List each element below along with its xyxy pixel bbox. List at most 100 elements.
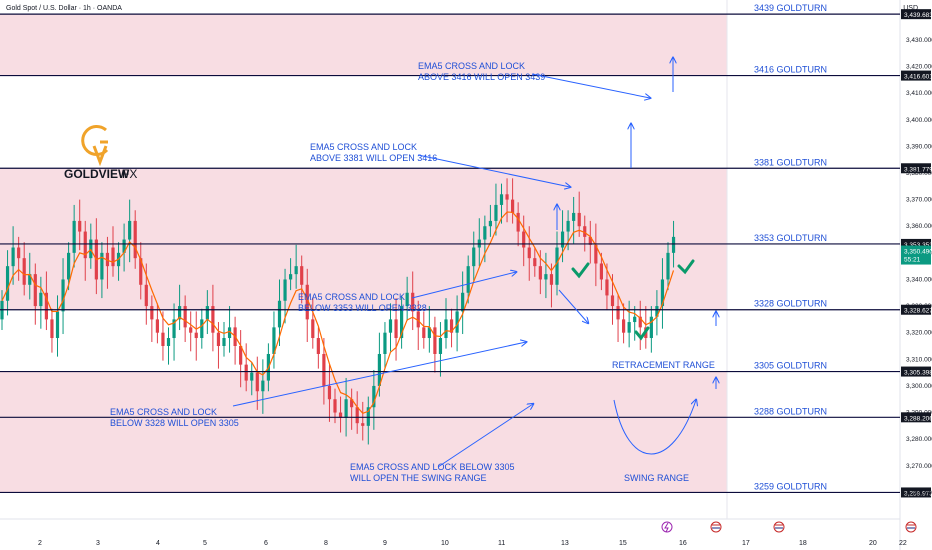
candle-body bbox=[438, 338, 443, 354]
annotation-line: EMA5 CROSS AND LOCK bbox=[110, 407, 217, 417]
annotation-ema-3381: EMA5 CROSS AND LOCK ABOVE 3381 WILL OPEN… bbox=[310, 142, 437, 163]
candle-body bbox=[166, 338, 171, 346]
candle-body bbox=[144, 284, 148, 307]
price-tick-label: 3,360.000 bbox=[906, 223, 932, 230]
candle-body bbox=[633, 316, 637, 323]
candle-body bbox=[311, 319, 315, 339]
candle-body bbox=[72, 220, 76, 253]
candle-body bbox=[616, 306, 620, 320]
price-tick-label: 3,430.000 bbox=[906, 37, 932, 44]
goldview-logo: GOLDVIEW FX bbox=[64, 125, 137, 181]
candle-body bbox=[139, 258, 143, 285]
candle-body bbox=[622, 319, 626, 333]
level-tag-bg bbox=[901, 9, 931, 20]
candle-body bbox=[316, 338, 320, 354]
candle-body bbox=[17, 247, 21, 259]
logo-brand: GOLDVIEW bbox=[64, 167, 130, 181]
candle-body bbox=[344, 399, 348, 418]
candle-body bbox=[83, 231, 87, 259]
candle-body bbox=[444, 319, 448, 339]
candle-body bbox=[538, 266, 542, 280]
time-tick-label: 13 bbox=[561, 540, 569, 547]
candle-body bbox=[449, 319, 454, 333]
candle-body bbox=[361, 423, 365, 426]
levels-layer: 3439 GOLDTURN 3,439.683 3416 GOLDTURN 3,416… bbox=[0, 3, 932, 498]
check-mark-icon bbox=[571, 262, 590, 279]
annotation-ema-3416: EMA5 CROSS AND LOCK ABOVE 3416 WILL OPEN… bbox=[418, 61, 545, 82]
candle-body bbox=[555, 247, 559, 285]
countdown-value: 55:21 bbox=[904, 257, 921, 264]
candle-body bbox=[300, 266, 304, 285]
candle-body bbox=[366, 407, 370, 426]
candle-body bbox=[289, 274, 293, 280]
price-tick-label: 3,390.000 bbox=[906, 143, 932, 150]
candle-body bbox=[627, 322, 631, 333]
candle-body bbox=[400, 306, 404, 339]
annotation-line: BELOW 3328 WILL OPEN 3305 bbox=[110, 418, 239, 428]
ema5-line bbox=[1, 211, 675, 415]
time-tick-label: 8 bbox=[324, 540, 328, 547]
chart-title: Gold Spot / U.S. Dollar · 1h · OANDA bbox=[6, 5, 122, 12]
candle-body bbox=[244, 364, 248, 381]
candle-body bbox=[33, 274, 37, 307]
candle-body bbox=[205, 306, 209, 320]
us-flag-event-icon[interactable] bbox=[773, 521, 785, 533]
candle-body bbox=[305, 284, 309, 320]
currency-label: USD bbox=[903, 5, 918, 12]
level-label: 3381 GOLDTURN bbox=[754, 157, 827, 167]
candle-body bbox=[649, 316, 653, 339]
candle-body bbox=[411, 292, 415, 312]
candle-body bbox=[261, 380, 265, 392]
time-axis[interactable]: 2 3 4 5 6 8 9 10 11 13 15 16 17 18 20 22 bbox=[38, 540, 907, 547]
us-flag-event-icon[interactable] bbox=[710, 521, 722, 533]
candle-body bbox=[394, 319, 398, 339]
arrow-3381-to-3416 bbox=[417, 154, 570, 187]
level-label: 3353 GOLDTURN bbox=[754, 233, 827, 243]
annotation-ema-3328: EMA5 CROSS AND LOCK BELOW 3328 WILL OPEN… bbox=[110, 407, 239, 428]
candle-body bbox=[50, 319, 54, 339]
price-tick-label: 3,370.000 bbox=[906, 197, 932, 204]
candle-body bbox=[61, 279, 65, 312]
candle-body bbox=[511, 199, 515, 213]
price-tick-label: 3,410.000 bbox=[906, 90, 932, 97]
candle-body bbox=[560, 231, 565, 248]
level-label: 3439 GOLDTURN bbox=[754, 3, 827, 13]
candle-body bbox=[583, 226, 587, 237]
time-tick-label: 15 bbox=[619, 540, 627, 547]
candle-body bbox=[216, 332, 221, 346]
candle-body bbox=[594, 244, 598, 264]
level-tag-bg bbox=[901, 70, 931, 81]
candle-body bbox=[183, 306, 187, 328]
candle-body bbox=[150, 306, 154, 320]
price-axis[interactable]: 3,260.000 3,270.000 3,280.000 3,290.000 3,30… bbox=[901, 37, 932, 496]
candle-body bbox=[155, 319, 159, 333]
current-price-value: 3,350.490 bbox=[904, 249, 932, 256]
us-flag-event-icon[interactable] bbox=[905, 521, 917, 533]
swing-curve bbox=[613, 400, 696, 455]
time-tick-label: 6 bbox=[264, 540, 268, 547]
current-price-tag bbox=[901, 245, 931, 265]
candle-body bbox=[494, 204, 498, 221]
candle-body bbox=[488, 220, 492, 227]
candle-body bbox=[405, 292, 409, 307]
price-tick-label: 3,380.000 bbox=[906, 170, 932, 177]
lightning-event-icon[interactable] bbox=[661, 521, 673, 533]
candle-body bbox=[588, 236, 592, 245]
candle-body bbox=[67, 252, 71, 280]
candle-body bbox=[655, 306, 659, 317]
pink-zone bbox=[0, 14, 727, 76]
price-tick-label: 3,270.000 bbox=[906, 463, 932, 470]
level-label: 3259 GOLDTURN bbox=[754, 481, 827, 491]
candle-body bbox=[44, 292, 48, 320]
time-tick-label: 4 bbox=[156, 540, 160, 547]
candle-body bbox=[327, 385, 332, 400]
level-tag: 3,328.627 bbox=[904, 308, 932, 315]
candle-body bbox=[355, 407, 359, 424]
candle-body bbox=[377, 353, 381, 386]
time-tick-label: 16 bbox=[679, 540, 687, 547]
candle-body bbox=[333, 399, 337, 413]
event-icons[interactable] bbox=[661, 521, 917, 533]
candle-body bbox=[28, 274, 32, 285]
time-tick-label: 3 bbox=[96, 540, 100, 547]
